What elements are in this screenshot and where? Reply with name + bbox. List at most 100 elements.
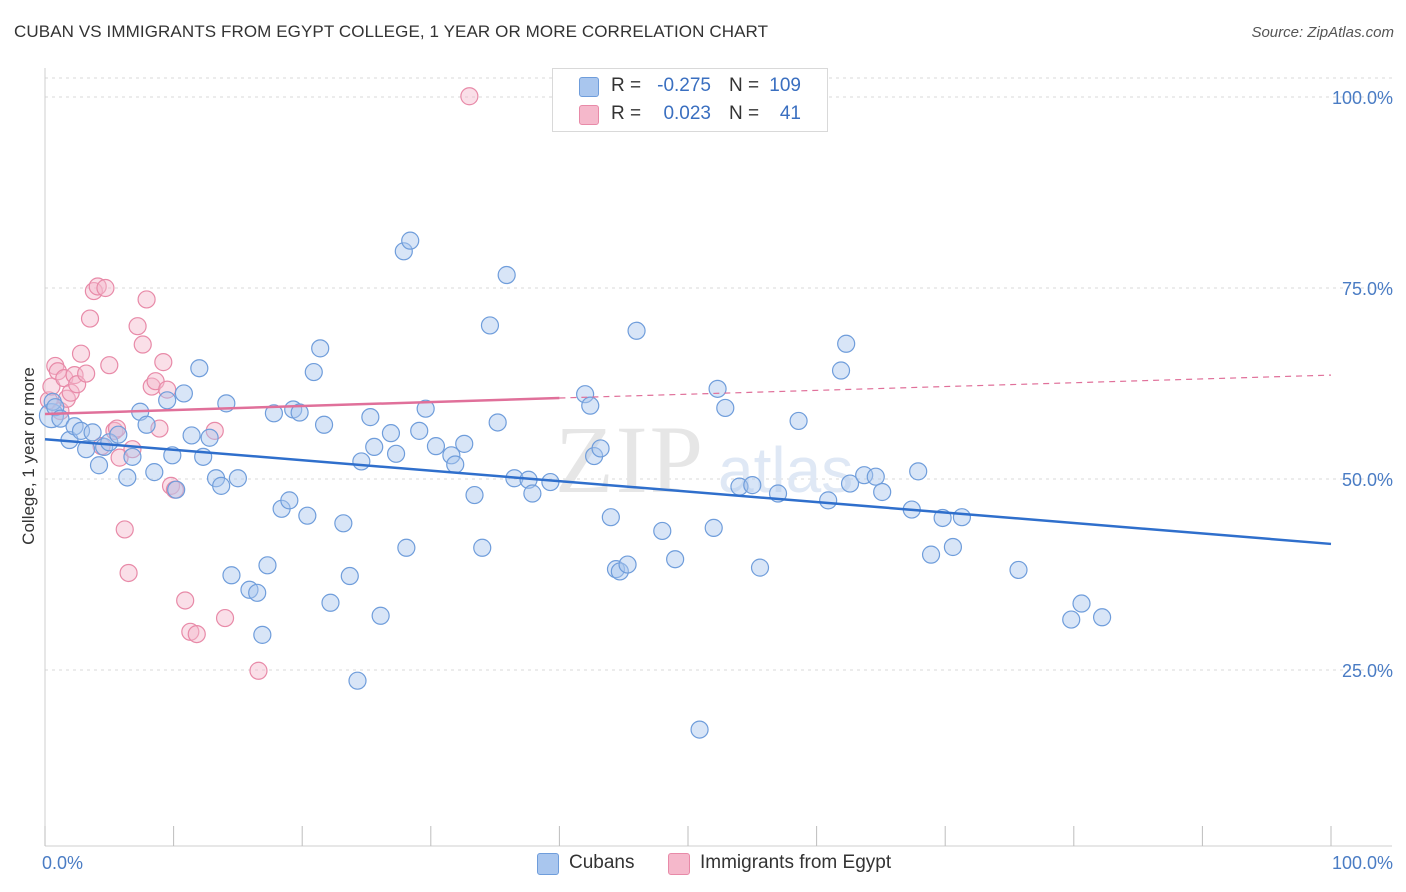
cubans-point (837, 334, 856, 353)
egypt-point (154, 353, 173, 372)
cubans-point (840, 474, 860, 493)
cubans-point (465, 485, 484, 505)
cubans-trend-line (44, 438, 1332, 546)
egypt-point (133, 335, 152, 354)
cubans-point (480, 316, 500, 335)
chart-title: CUBAN VS IMMIGRANTS FROM EGYPT COLLEGE, … (14, 22, 769, 41)
cubans-point (182, 426, 201, 445)
cubans-point (601, 508, 620, 527)
x-tick-label: 0.0% (42, 853, 83, 873)
legend-row-egypt: R = 0.023 N = 41 (553, 100, 827, 128)
cubans-point (819, 491, 838, 510)
cubans-point (831, 361, 851, 380)
cubans-point (855, 466, 874, 485)
cubans-point (334, 514, 353, 533)
egypt-point (137, 290, 156, 309)
cubans-point (581, 396, 600, 415)
cubans-point (909, 462, 928, 481)
cubans-point (789, 411, 808, 431)
watermark: ZIP atlas (555, 406, 853, 513)
legend-r-value: -0.275 (657, 75, 711, 96)
cubans-point (446, 455, 465, 474)
tick-labels: 25.0% 50.0% 75.0% 100.0% 0.0% 100.0% (42, 88, 1393, 873)
egypt-point (115, 520, 134, 539)
cubans-point (394, 242, 413, 261)
cubans-point (455, 434, 474, 453)
egypt-point (42, 377, 61, 396)
x-tick-label: 100.0% (1332, 853, 1393, 873)
watermark-atlas: atlas (718, 434, 853, 506)
egypt-point (176, 591, 195, 610)
cubans-point (340, 566, 359, 586)
legend-n-value: 41 (779, 103, 801, 124)
cubans-point (1009, 560, 1028, 580)
egypt-point (88, 277, 107, 296)
legend-swatch-cubans (579, 77, 599, 97)
cubans-point (77, 440, 96, 459)
cubans-point (89, 456, 109, 475)
legend-swatch-egypt (579, 105, 599, 125)
cubans-point (145, 463, 164, 482)
cubans-point (743, 476, 762, 495)
cubans-point (212, 476, 231, 495)
cubans-point (109, 425, 128, 444)
cubans-point (258, 556, 277, 575)
cubans-point (222, 566, 241, 585)
egypt-trend-extension (559, 374, 1332, 399)
cubans-point (442, 446, 461, 465)
cubans-point (46, 398, 65, 417)
cubans-point (361, 408, 380, 427)
egypt-point (100, 356, 119, 375)
egypt-point (128, 317, 147, 336)
cubans-point (253, 625, 272, 644)
cubans-point (365, 437, 384, 457)
cubans-point (137, 415, 156, 434)
egypt-point (71, 344, 91, 363)
cubans-point (167, 480, 186, 499)
cubans-point (473, 538, 492, 557)
cubans-point (1072, 594, 1091, 613)
egypt-point (187, 624, 206, 644)
cubans-point (488, 413, 507, 432)
cubans-point (666, 550, 685, 569)
y-tick-label: 25.0% (1342, 661, 1393, 681)
source-label: Source: ZipAtlas.com (1251, 24, 1394, 41)
cubans-point (610, 562, 629, 581)
series-legend: Cubans Immigrants from Egypt (0, 852, 1406, 878)
cubans-point (591, 439, 610, 458)
egypt-point (119, 563, 138, 583)
egypt-point (107, 419, 127, 438)
cubans-point (228, 469, 247, 488)
cubans-point (280, 491, 299, 510)
cubans-point (576, 385, 595, 404)
cubans-point (71, 421, 91, 440)
cubans-point (1092, 608, 1112, 627)
cubans-point (1062, 610, 1081, 629)
egypt-point (80, 309, 100, 328)
cubans-point (704, 518, 723, 537)
cubans-point (290, 403, 309, 422)
egypt-point (460, 87, 479, 106)
cubans-point (627, 321, 646, 340)
cubans-point (264, 404, 284, 423)
cubans-point (708, 379, 727, 398)
cubans-point (298, 506, 317, 525)
cubans-point (352, 452, 371, 471)
legend-r-value: 0.023 (663, 103, 711, 124)
cubans-point (381, 424, 401, 443)
cubans-point (716, 398, 735, 418)
cubans-point (618, 555, 637, 574)
cubans-point (943, 537, 963, 557)
egypt-point (96, 278, 115, 298)
legend-n-label: N = (729, 75, 760, 96)
y-axis-title: College, 1 year or more (19, 367, 38, 545)
watermark-zip: ZIP (555, 406, 705, 513)
cubans-point (653, 521, 672, 541)
cubans-point (523, 484, 542, 503)
cubans-point (952, 508, 972, 527)
cubans-points (38, 231, 1112, 739)
legend-label-cubans: Cubans (569, 852, 635, 873)
cubans-point (585, 446, 604, 466)
trend-lines (44, 374, 1332, 546)
